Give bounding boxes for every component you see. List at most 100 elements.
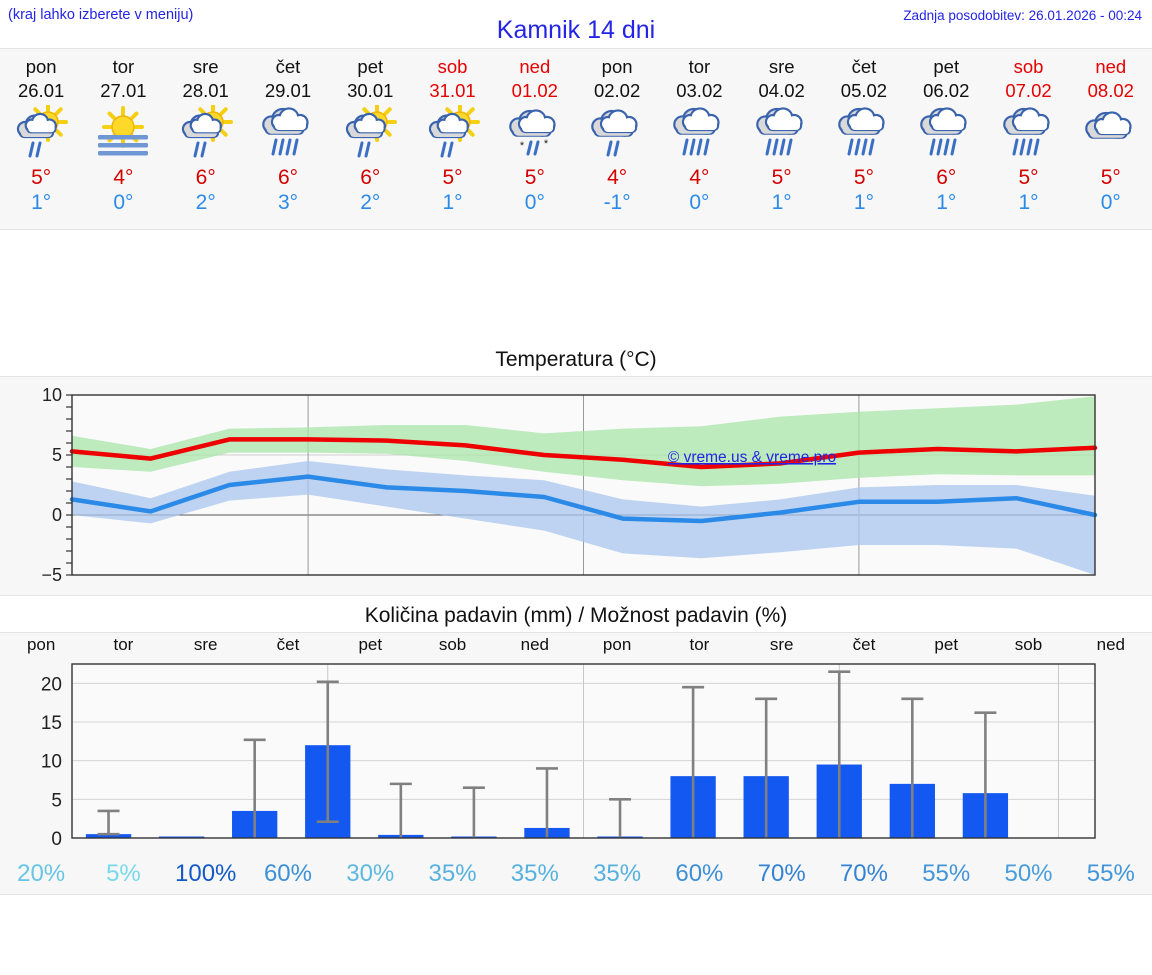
day-name: ned [519, 56, 551, 77]
day-column[interactable]: sre 28.01 6° 2° [165, 49, 247, 229]
temperature-chart-svg: 10 5 0 −5 © vreme.us & vreme.pro [41, 385, 1098, 585]
day-name: čet [851, 56, 877, 77]
day-date: 01.02 [511, 80, 558, 101]
svg-text:*: * [520, 140, 525, 152]
y-axis-tick-label: 20 [41, 674, 62, 695]
sun-cloud-rain-icon [422, 103, 484, 165]
day-name: pon [601, 56, 633, 77]
temperature-max: 5° [442, 166, 463, 189]
precipitation-probability-value: 70% [757, 860, 806, 887]
temperature-max: 6° [195, 166, 216, 189]
temperature-max: 6° [936, 166, 957, 189]
day-column[interactable]: pet 30.01 6° 2° [329, 49, 411, 229]
precipitation-day-label: sob [438, 635, 467, 654]
temperature-max: 4° [689, 166, 710, 189]
precipitation-day-label: tor [689, 635, 710, 654]
y-axis-tick-label: 0 [52, 505, 62, 525]
temperature-max: 6° [360, 166, 381, 189]
day-column[interactable]: ned 08.02 5° 0° [1070, 49, 1152, 229]
day-column[interactable]: tor 03.02 4° 0° [658, 49, 740, 229]
temperature-range-band [72, 396, 1095, 487]
precipitation-bar [158, 836, 205, 838]
cloud-heavy-rain-icon [915, 103, 977, 165]
y-axis-tick-label: 0 [51, 829, 62, 850]
day-column[interactable]: čet 05.02 5° 1° [823, 49, 905, 229]
svg-text:*: * [544, 138, 549, 150]
day-column[interactable]: ned 01.02 * * 5° 0° [494, 49, 576, 229]
temperature-min: 1° [31, 191, 52, 214]
spacer [0, 230, 1152, 340]
precipitation-bar [85, 834, 132, 838]
day-date: 05.02 [840, 80, 888, 101]
temperature-max: 5° [524, 166, 545, 189]
daily-forecast-strip: pon 26.01 5° 1° tor 27.01 4° 0° sre 28.01 6° 2° čet 2… [0, 48, 1152, 230]
day-column[interactable]: tor 27.01 4° 0° [82, 49, 164, 229]
precipitation-probability-value: 50% [1004, 860, 1053, 887]
day-date: 30.01 [347, 80, 394, 101]
day-column[interactable]: sob 31.01 5° 1° [411, 49, 493, 229]
page-title: Kamnik 14 dni [496, 16, 656, 44]
temperature-line [69, 474, 1098, 524]
precipitation-day-labels: pon tor sre čet pet sob ned pon tor sre čet pet sob n… [0, 633, 1152, 658]
temperature-max: 4° [113, 166, 134, 189]
precipitation-probability-value: 30% [346, 860, 395, 887]
plot-frame [71, 663, 1096, 839]
precipitation-probability-value: 60% [675, 860, 724, 887]
day-name: sre [192, 56, 219, 77]
precipitation-day-label: čet [852, 635, 876, 654]
sun-cloud-rain-icon [175, 103, 237, 165]
temperature-max: 6° [277, 166, 299, 189]
precipitation-probability-labels: 20% 5% 100% 60% 30% 35% 35% 35% 60% 70% 70% 55% 50% 5… [0, 858, 1152, 894]
temperature-min: 2° [195, 191, 216, 214]
precipitation-day-label: pet [934, 635, 959, 654]
temperature-max: 5° [771, 166, 792, 189]
temperature-min: 0° [524, 191, 545, 214]
day-column[interactable]: pet 06.02 6° 1° [905, 49, 987, 229]
day-date: 02.02 [593, 80, 641, 101]
day-date: 26.01 [17, 80, 65, 101]
temperature-min: 0° [1100, 191, 1121, 214]
day-name: tor [112, 56, 135, 77]
day-column[interactable]: sre 04.02 5° 1° [741, 49, 823, 229]
precipitation-day-label: ned [520, 635, 550, 654]
day-name: pon [25, 56, 57, 77]
precipitation-day-label: pet [358, 635, 383, 654]
y-axis-tick-label: 10 [41, 752, 62, 773]
precipitation-day-label: ned [1096, 635, 1125, 654]
day-name: pet [357, 56, 384, 77]
precipitation-chart-block: pon tor sre čet pet sob ned pon tor sre čet pet sob n… [0, 632, 1152, 895]
precipitation-chart-svg: 20 15 10 5 0 [41, 663, 1096, 850]
day-date: 03.02 [676, 80, 723, 101]
cloud-sleet-icon: * * [504, 103, 566, 165]
sun-fog-icon [92, 103, 154, 165]
day-column[interactable]: čet 29.01 6° 3° [247, 49, 329, 229]
sun-cloud-rain-icon [339, 103, 401, 165]
day-date: 27.01 [100, 80, 147, 101]
day-date: 28.01 [182, 80, 229, 101]
day-date: 29.01 [264, 80, 312, 101]
y-axis-tick-label: 15 [41, 713, 62, 734]
temperature-max: 5° [853, 166, 874, 189]
plot-frame [71, 394, 1096, 576]
cloud-heavy-rain-icon [668, 103, 730, 165]
precipitation-day-label: pon [26, 635, 56, 654]
y-axis-tick-label: 5 [51, 790, 62, 811]
sun-cloud-rain-icon [10, 103, 72, 165]
precipitation-probability-value: 100% [175, 860, 237, 887]
last-updated-text: Zadnja posodobitev: 26.01.2026 - 00:24 [903, 8, 1142, 23]
day-name: sob [437, 56, 468, 77]
day-column[interactable]: sob 07.02 5° 1° [987, 49, 1069, 229]
day-date: 08.02 [1087, 80, 1134, 101]
precipitation-day-label: sre [193, 635, 218, 654]
temperature-range-band [72, 461, 1095, 575]
day-name: čet [275, 56, 301, 77]
precipitation-probability-value: 35% [510, 860, 559, 887]
cloud-heavy-rain-icon [998, 103, 1060, 165]
day-date: 06.02 [923, 80, 970, 101]
precipitation-probability-value: 55% [1086, 860, 1135, 887]
day-column[interactable]: pon 02.02 4° -1° [576, 49, 658, 229]
day-name: sob [1013, 56, 1044, 77]
day-column[interactable]: pon 26.01 5° 1° [0, 49, 82, 229]
day-name: sre [768, 56, 795, 77]
